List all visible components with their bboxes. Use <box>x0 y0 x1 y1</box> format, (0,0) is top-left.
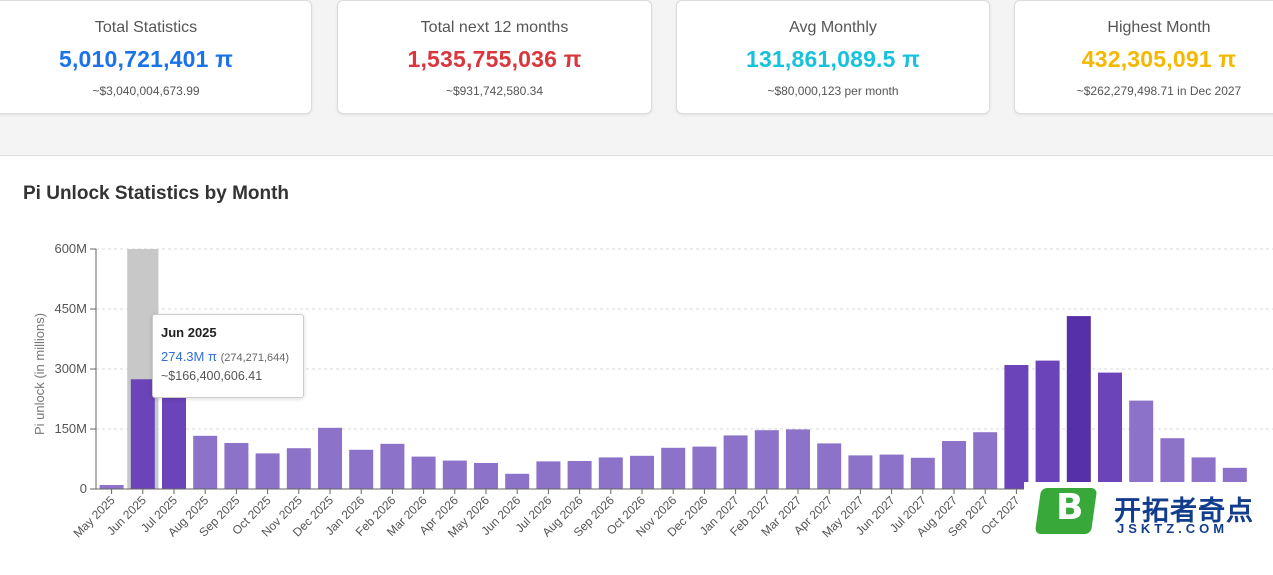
bar-dec-2027 <box>1066 316 1091 489</box>
bar-dec-2025 <box>318 427 342 489</box>
bar-aug-2027 <box>942 441 966 489</box>
bar-jul-2026 <box>536 461 561 489</box>
bar-mar-2027 <box>786 429 810 489</box>
bar-jan-2027 <box>723 435 748 489</box>
bar-sep-2027 <box>973 432 998 489</box>
bar-jun-2027 <box>879 454 904 489</box>
logo-brand-sub: JSKTZ.COM <box>1117 521 1229 536</box>
card-value: 5,010,721,401 π <box>58 46 234 72</box>
tooltip-pi-value: 274.3M π <box>161 349 217 364</box>
stat-card-next-12-months: Total next 12 months 1,535,755,036 π ~$9… <box>337 0 652 114</box>
bar-oct-2027 <box>1004 365 1029 489</box>
bar-apr-2026 <box>442 460 467 489</box>
card-subvalue: ~$3,040,004,673.99 <box>92 84 200 98</box>
stat-card-total: Total Statistics 5,010,721,401 π ~$3,040… <box>0 0 312 114</box>
y-tick-label: 0 <box>80 481 87 496</box>
bar-may-2026 <box>474 463 498 489</box>
bar-jan-2026 <box>349 449 374 489</box>
bar-dec-2026 <box>692 446 717 489</box>
bar-feb-2028 <box>1129 400 1154 489</box>
bar-jul-2025 <box>162 384 186 489</box>
bar-jun-2026 <box>505 473 530 489</box>
bar-jun-2025 <box>130 379 155 489</box>
card-subvalue: ~$262,279,498.71 in Dec 2027 <box>1076 84 1242 98</box>
bar-jan-2028 <box>1098 372 1122 489</box>
unlock-bar-chart[interactable]: 0 150M 300M 450M 600M Pi unlock (in millions)… <box>0 0 1273 543</box>
chart-tooltip: Jun 2025 274.3M π (274,271,644) ~$166,40… <box>152 314 304 398</box>
bar-feb-2027 <box>754 430 779 489</box>
bar-oct-2025 <box>255 453 280 489</box>
bar-may-2027 <box>848 455 873 489</box>
bar-nov-2026 <box>661 447 686 489</box>
y-tick-label: 300M <box>54 361 87 376</box>
bar-mar-2028 <box>1160 438 1185 489</box>
card-value: 1,535,755,036 π <box>407 46 582 72</box>
site-logo: B 开拓者奇点 JSKTZ.COM <box>1024 482 1273 543</box>
bar-aug-2026 <box>567 461 592 489</box>
card-label: Total next 12 months <box>420 19 569 36</box>
bar-oct-2026 <box>630 455 654 489</box>
logo-brand: 开拓者奇点 <box>1114 496 1254 526</box>
bar-mar-2026 <box>411 456 436 489</box>
y-tick-label: 600M <box>54 241 87 256</box>
card-subvalue: ~$931,742,580.34 <box>445 84 544 98</box>
logo-letter: B <box>1056 487 1084 528</box>
chart-title: Pi Unlock Statistics by Month <box>23 183 290 204</box>
y-tick-label: 450M <box>54 301 87 316</box>
tooltip-value: 274.3M π (274,271,644) <box>161 349 295 364</box>
tooltip-raw-value: (274,271,644) <box>220 352 290 364</box>
bar-apr-2027 <box>817 443 842 489</box>
y-tick-label: 150M <box>54 421 87 436</box>
stat-card-avg-monthly: Avg Monthly 131,861,089.5 π ~$80,000,123… <box>676 0 990 114</box>
stat-card-highest-month: Highest Month 432,305,091 π ~$262,279,49… <box>1014 0 1273 114</box>
card-label: Avg Monthly <box>789 19 877 36</box>
bar-feb-2026 <box>380 443 405 489</box>
bar-may-2025 <box>99 485 124 489</box>
bar-sep-2026 <box>598 457 623 489</box>
card-label: Highest Month <box>1107 19 1211 36</box>
card-value: 131,861,089.5 π <box>745 46 921 72</box>
bar-nov-2027 <box>1035 360 1060 489</box>
card-label: Total Statistics <box>94 19 198 36</box>
bar-aug-2025 <box>193 435 218 489</box>
bar-nov-2025 <box>286 448 311 489</box>
bar-sep-2025 <box>224 443 249 489</box>
card-value: 432,305,091 π <box>1081 46 1237 72</box>
y-axis-label: Pi unlock (in millions) <box>32 313 47 435</box>
bar-jul-2027 <box>910 457 935 489</box>
card-subvalue: ~$80,000,123 per month <box>767 84 899 98</box>
tooltip-usd-value: ~$166,400,606.41 <box>161 369 263 383</box>
tooltip-title: Jun 2025 <box>161 325 217 340</box>
